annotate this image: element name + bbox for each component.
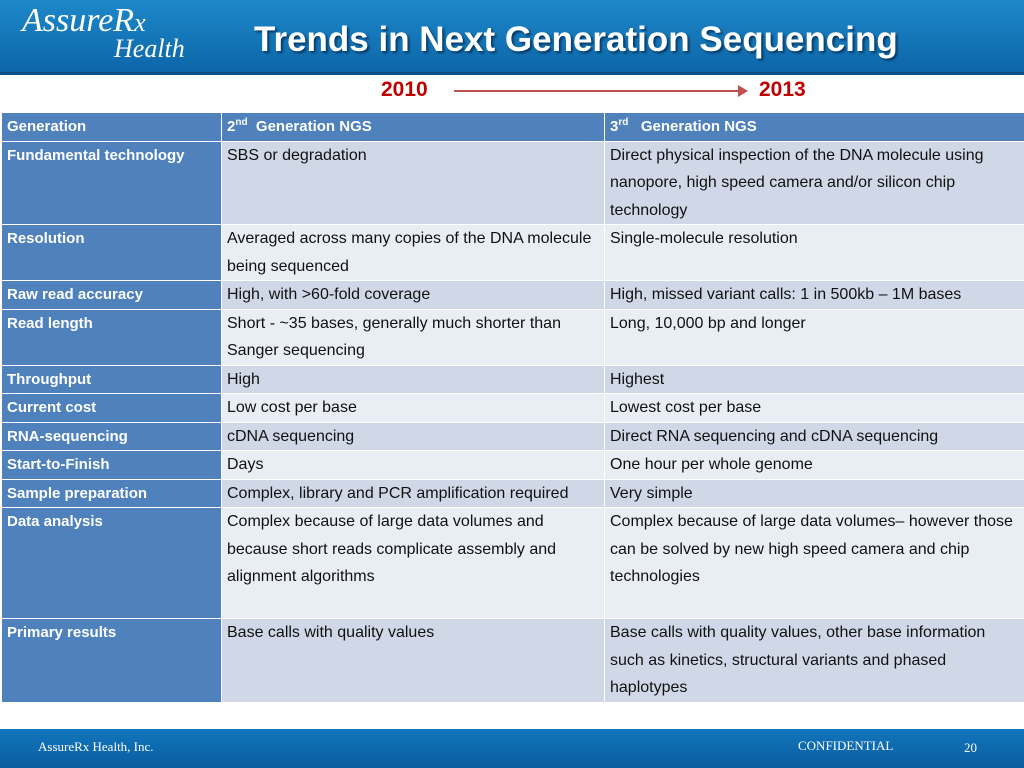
table-row: RNA-sequencing cDNA sequencing Direct RN…	[2, 422, 1024, 451]
gen3-cell: Base calls with quality values, other ba…	[605, 619, 1024, 703]
row-label: Sample preparation	[2, 479, 222, 508]
timeline-start-year: 2010	[381, 78, 428, 102]
gen2-cell: Averaged across many copies of the DNA m…	[222, 225, 605, 281]
row-label: Read length	[2, 309, 222, 365]
row-label: Primary results	[2, 619, 222, 703]
gen3-cell: Very simple	[605, 479, 1024, 508]
row-label: Data analysis	[2, 508, 222, 619]
gen2-cell: High	[222, 365, 605, 394]
timeline-end-year: 2013	[759, 78, 806, 102]
ngs-comparison-table: Generation 2nd Generation NGS 3rd Genera…	[1, 112, 1024, 703]
header-3rd-generation: 3rd Generation NGS	[605, 113, 1024, 142]
gen3-cell: Lowest cost per base	[605, 394, 1024, 423]
gen3-cell: Long, 10,000 bp and longer	[605, 309, 1024, 365]
gen3-cell: High, missed variant calls: 1 in 500kb –…	[605, 281, 1024, 310]
company-logo: AssureRx Health	[22, 4, 185, 62]
logo-health-text: Health	[114, 36, 185, 62]
row-label: Throughput	[2, 365, 222, 394]
slide-footer: AssureRx Health, Inc. CONFIDENTIAL 20	[0, 729, 1024, 768]
table-row: Start-to-Finish Days One hour per whole …	[2, 451, 1024, 480]
row-label: RNA-sequencing	[2, 422, 222, 451]
table-row: Read length Short - ~35 bases, generally…	[2, 309, 1024, 365]
timeline: 2010 2013	[0, 73, 1024, 109]
gen2-cell: Complex, library and PCR amplification r…	[222, 479, 605, 508]
gen2-cell: Base calls with quality values	[222, 619, 605, 703]
header-generation: Generation	[2, 113, 222, 142]
page-number: 20	[964, 740, 977, 756]
gen3-cell: Highest	[605, 365, 1024, 394]
table-row: Fundamental technology SBS or degradatio…	[2, 141, 1024, 225]
gen3-cell: Direct physical inspection of the DNA mo…	[605, 141, 1024, 225]
gen2-cell: cDNA sequencing	[222, 422, 605, 451]
header-2nd-generation: 2nd Generation NGS	[222, 113, 605, 142]
table-row: Raw read accuracy High, with >60-fold co…	[2, 281, 1024, 310]
table-row: Resolution Averaged across many copies o…	[2, 225, 1024, 281]
gen2-cell: Low cost per base	[222, 394, 605, 423]
gen3-cell: Direct RNA sequencing and cDNA sequencin…	[605, 422, 1024, 451]
gen3-cell: One hour per whole genome	[605, 451, 1024, 480]
table-row: Throughput High Highest	[2, 365, 1024, 394]
timeline-arrow-icon	[450, 79, 750, 103]
row-label: Current cost	[2, 394, 222, 423]
gen3-cell: Complex because of large data volumes– h…	[605, 508, 1024, 619]
gen2-cell: Days	[222, 451, 605, 480]
table-row: Data analysis Complex because of large d…	[2, 508, 1024, 619]
footer-confidential-label: CONFIDENTIAL	[798, 738, 893, 754]
row-label: Start-to-Finish	[2, 451, 222, 480]
table-row: Sample preparation Complex, library and …	[2, 479, 1024, 508]
gen2-cell: Complex because of large data volumes an…	[222, 508, 605, 619]
slide-title: Trends in Next Generation Sequencing	[254, 20, 898, 60]
gen3-cell: Single-molecule resolution	[605, 225, 1024, 281]
logo-rx-subscript: x	[134, 8, 146, 37]
slide-header: AssureRx Health Trends in Next Generatio…	[0, 0, 1024, 75]
gen2-cell: SBS or degradation	[222, 141, 605, 225]
footer-company-name: AssureRx Health, Inc.	[38, 739, 154, 755]
row-label: Resolution	[2, 225, 222, 281]
table-row: Current cost Low cost per base Lowest co…	[2, 394, 1024, 423]
row-label: Fundamental technology	[2, 141, 222, 225]
table-header-row: Generation 2nd Generation NGS 3rd Genera…	[2, 113, 1024, 142]
gen2-cell: High, with >60-fold coverage	[222, 281, 605, 310]
row-label: Raw read accuracy	[2, 281, 222, 310]
gen2-cell: Short - ~35 bases, generally much shorte…	[222, 309, 605, 365]
table-row: Primary results Base calls with quality …	[2, 619, 1024, 703]
